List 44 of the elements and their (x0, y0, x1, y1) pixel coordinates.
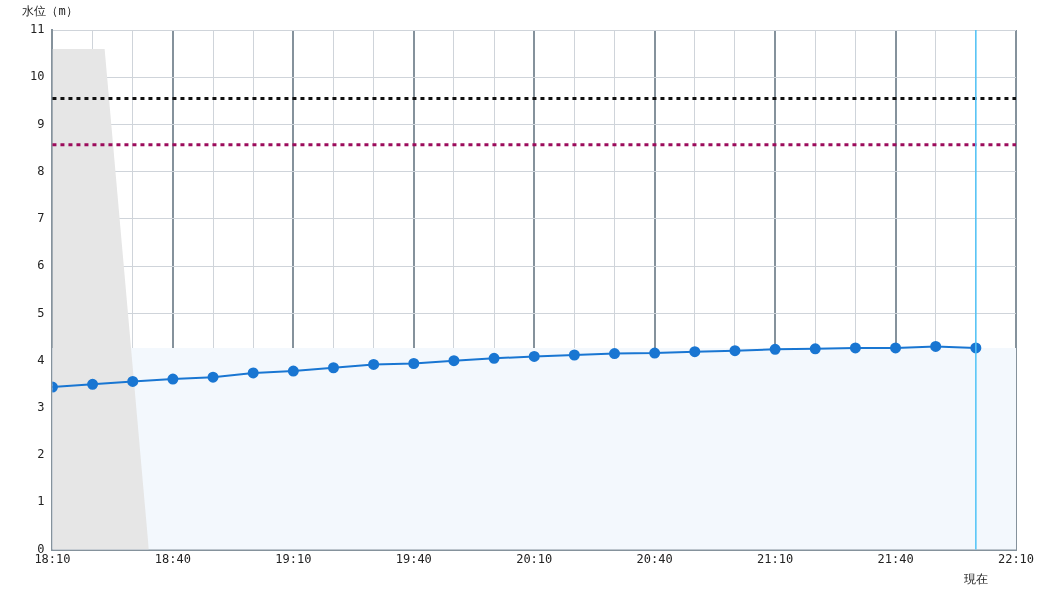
point (568, 349, 580, 361)
point (769, 343, 781, 355)
point (167, 373, 179, 385)
point (809, 343, 821, 355)
x-tick-label: 21:40 (877, 551, 914, 566)
x-tick-label: 19:40 (395, 551, 432, 566)
point (849, 342, 861, 354)
y-tick-label: 1 (37, 494, 45, 509)
point (127, 375, 139, 387)
x-tick-label: 18:10 (34, 551, 71, 566)
y-tick-label: 5 (37, 305, 45, 320)
point (890, 342, 902, 354)
point (327, 362, 339, 374)
y-tick-label: 8 (37, 163, 45, 178)
y-tick-label: 2 (37, 447, 45, 462)
point (528, 350, 540, 362)
point (287, 365, 299, 377)
x-tick-label: 21:10 (757, 551, 794, 566)
point (368, 358, 380, 370)
y-tick-label: 4 (37, 352, 45, 367)
point (609, 348, 621, 360)
y-tick-label: 10 (30, 69, 45, 84)
x-tick-label: 20:10 (516, 551, 553, 566)
y-tick-label: 3 (37, 400, 45, 415)
x-tick-label: 22:10 (997, 551, 1035, 566)
y-tick-label: 7 (37, 211, 45, 226)
point (488, 352, 500, 364)
y-axis-title: 水位（m） (22, 4, 78, 19)
point (87, 378, 99, 390)
point (689, 346, 701, 358)
point (930, 340, 942, 352)
y-tick-label: 9 (37, 116, 45, 131)
point (207, 371, 219, 383)
x-tick-label: 19:10 (275, 551, 312, 566)
point (408, 357, 420, 369)
ref-line-label: 現在 (963, 571, 988, 586)
x-tick-label: 18:40 (154, 551, 191, 566)
point (448, 355, 460, 367)
y-tick-label: 6 (37, 258, 45, 273)
point (729, 345, 741, 357)
point (247, 367, 259, 379)
y-tick-label: 11 (30, 22, 45, 37)
x-tick-label: 20:40 (636, 551, 673, 566)
point (649, 347, 661, 359)
